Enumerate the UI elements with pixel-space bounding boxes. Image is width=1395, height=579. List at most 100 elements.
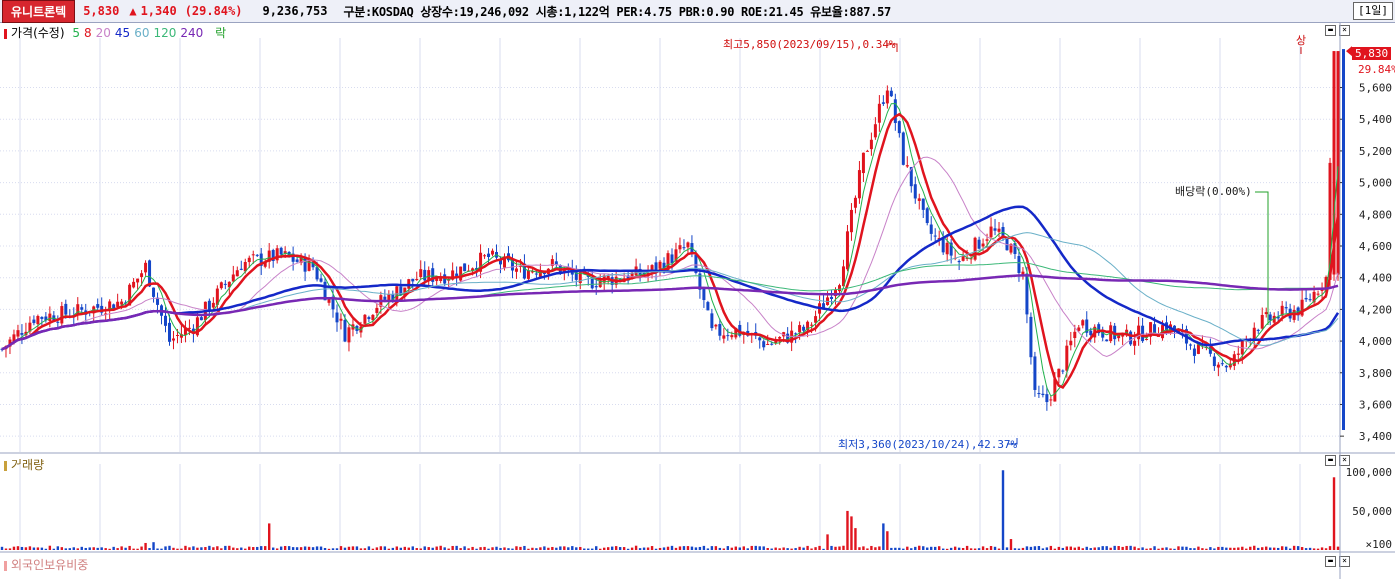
volume-bar <box>758 546 761 550</box>
legend-ma-20[interactable]: 20 <box>95 26 111 40</box>
volume-bar <box>248 546 251 550</box>
volume-bar <box>323 547 327 550</box>
volume-bar <box>599 548 602 550</box>
candle-body <box>487 253 491 258</box>
candle-body <box>610 277 614 285</box>
volume-bar <box>1153 546 1156 550</box>
volume-bar <box>551 546 554 550</box>
candle-body <box>1017 256 1021 274</box>
volume-bar <box>906 546 909 550</box>
legend-ma-8[interactable]: 8 <box>84 26 92 40</box>
volume-total: 9,236,753 <box>262 4 328 18</box>
candle-body <box>674 249 678 262</box>
volume-bar <box>742 546 745 550</box>
candle-body <box>766 344 770 346</box>
volume-bar <box>1013 548 1017 550</box>
candle-body <box>1332 51 1336 275</box>
volume-bar <box>164 546 167 550</box>
candle-body <box>957 260 961 263</box>
volume-bar <box>1233 547 1236 550</box>
candle-body <box>235 270 239 277</box>
candle-body <box>1256 329 1260 331</box>
high-annotation: 최고5,850(2023/09/15),0.34% <box>723 38 896 51</box>
volume-bar <box>973 548 977 550</box>
candle-body <box>642 272 646 275</box>
close-icon[interactable]: × <box>1339 455 1350 466</box>
minimize-icon[interactable]: ▬ <box>1325 25 1336 36</box>
volume-bar <box>818 545 821 550</box>
candle-body <box>227 281 231 288</box>
volume-bar <box>858 547 861 550</box>
candle-body <box>929 224 933 234</box>
legend-ma-120[interactable]: 120 <box>153 26 177 40</box>
volume-bar <box>874 547 877 550</box>
volume-bar <box>1173 548 1176 550</box>
candle-body <box>1021 271 1025 277</box>
volume-bar <box>80 546 83 550</box>
legend-ma-60[interactable]: 60 <box>134 26 150 40</box>
price-legend: 가격(수정) 5 8 20 45 60 120 240 락 <box>4 24 230 41</box>
volume-bar <box>1229 547 1232 550</box>
legend-price-label[interactable]: 가격(수정) <box>11 26 65 40</box>
volume-bar <box>571 546 574 550</box>
volume-tick-label: 50,000 <box>1352 505 1392 518</box>
volume-bar <box>523 545 526 550</box>
volume-bar <box>587 548 590 550</box>
candle-body <box>1137 325 1141 340</box>
candle-body <box>479 252 483 272</box>
candle-body <box>810 324 814 326</box>
candle-body <box>762 341 766 348</box>
ma-line-45 <box>1 205 1340 351</box>
volume-bar <box>407 547 410 550</box>
volume-bar <box>427 547 430 550</box>
stock-name[interactable]: 유니트론텍 <box>2 0 76 23</box>
candle-body <box>1149 322 1153 337</box>
minimize-icon[interactable]: ▬ <box>1325 455 1336 466</box>
candle-body <box>215 288 219 305</box>
volume-bar <box>1312 548 1316 550</box>
volume-bar <box>204 547 207 550</box>
candle-body <box>271 250 275 261</box>
volume-bar <box>610 546 614 550</box>
close-icon[interactable]: × <box>1339 25 1350 36</box>
close-icon[interactable]: × <box>1339 556 1350 567</box>
volume-bar <box>1069 546 1073 550</box>
candle-body <box>391 294 395 301</box>
volume-bar <box>104 548 107 550</box>
volume-bar <box>583 548 586 550</box>
candle-body <box>279 247 283 255</box>
volume-label[interactable]: 거래량 <box>11 458 45 472</box>
candle-body <box>1224 365 1228 368</box>
ma-line-20 <box>1 156 1339 358</box>
candle-body <box>12 334 16 343</box>
ex-dividend-annotation: 배당락(0.00%) <box>1175 185 1252 198</box>
legend-ma-5[interactable]: 5 <box>72 26 80 40</box>
volume-bar <box>754 545 757 550</box>
legend-extra-label[interactable]: 락 <box>215 26 227 40</box>
candle-body <box>1125 329 1129 336</box>
candle-body <box>1121 333 1125 337</box>
volume-bar <box>1129 545 1132 550</box>
candle-body <box>1089 330 1093 336</box>
candle-body <box>311 261 315 268</box>
volume-bar <box>363 548 367 550</box>
candle-body <box>710 313 714 329</box>
legend-ma-240[interactable]: 240 <box>180 26 204 40</box>
candle-body <box>1153 324 1157 335</box>
legend-ma-45[interactable]: 45 <box>114 26 131 40</box>
candle-body <box>1268 314 1272 321</box>
volume-bar <box>172 547 175 550</box>
volume-bar <box>1017 548 1021 550</box>
volume-bar <box>228 545 231 550</box>
candle-body <box>770 343 774 345</box>
volume-bar <box>778 548 781 550</box>
candle-body <box>618 279 622 281</box>
period-selector[interactable]: [1일] <box>1353 2 1393 20</box>
candle-body <box>758 337 762 341</box>
volume-bar <box>36 547 40 550</box>
volume-bar <box>483 546 486 550</box>
candle-body <box>1272 315 1276 323</box>
foreign-label[interactable]: 외국인보유비중 <box>11 558 89 572</box>
volume-bar <box>674 547 678 550</box>
minimize-icon[interactable]: ▬ <box>1325 556 1336 567</box>
